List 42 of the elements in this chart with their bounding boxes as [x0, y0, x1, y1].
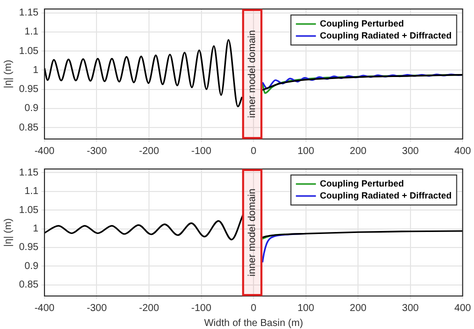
x-tick-label: 400 — [454, 302, 472, 314]
x-tick-label: 200 — [350, 146, 367, 157]
y-axis-title: |η| (m) — [2, 60, 14, 88]
y-tick-label: 1.15 — [18, 167, 39, 178]
y-tick-label: 0.9 — [24, 103, 39, 114]
x-tick-label: 0 — [250, 302, 257, 314]
y-tick-label: 0.85 — [18, 122, 39, 134]
x-tick-label: -300 — [86, 146, 108, 157]
x-tick-label: -400 — [34, 302, 55, 314]
y-axis-title: |η| (m) — [2, 218, 14, 247]
y-tick-label: 1.05 — [18, 46, 39, 57]
band-label: inner model domain — [247, 188, 258, 276]
y-tick-label: 1.15 — [18, 8, 39, 19]
legend-label: Coupling Perturbed — [320, 178, 404, 188]
x-tick-label: 100 — [297, 302, 315, 314]
x-tick-label: 400 — [454, 146, 472, 157]
y-tick-label: 1.1 — [24, 26, 39, 38]
x-tick-label: 300 — [402, 146, 420, 157]
y-tick-label: 0.85 — [18, 280, 39, 291]
band-label: inner model domain — [247, 30, 258, 118]
x-tick-label: -200 — [139, 302, 160, 314]
y-tick-label: 0.9 — [24, 260, 39, 272]
y-tick-label: 1 — [32, 64, 39, 76]
x-tick-label: -200 — [139, 146, 160, 157]
x-tick-label: 200 — [350, 302, 367, 314]
legend-label: Coupling Perturbed — [320, 18, 404, 28]
legend-label: Coupling Radiated + Diffracted — [320, 30, 452, 40]
y-tick-label: 1.1 — [24, 186, 39, 198]
y-tick-label: 0.95 — [18, 84, 39, 96]
x-tick-label: 100 — [297, 146, 315, 157]
x-tick-label: -400 — [34, 146, 55, 157]
x-tick-label: -100 — [191, 146, 212, 157]
y-tick-label: 1 — [32, 224, 39, 235]
y-tick-label: 0.95 — [18, 242, 39, 254]
x-tick-label: 300 — [402, 302, 420, 314]
x-tick-label: -100 — [191, 302, 212, 314]
x-tick-label: -300 — [86, 302, 108, 314]
legend-label: Coupling Radiated + Diffracted — [320, 190, 452, 200]
x-axis-title: Width of the Basin (m) — [204, 318, 304, 329]
x-tick-label: 0 — [250, 146, 257, 157]
y-tick-label: 1.05 — [18, 204, 39, 216]
line-series — [262, 74, 463, 90]
